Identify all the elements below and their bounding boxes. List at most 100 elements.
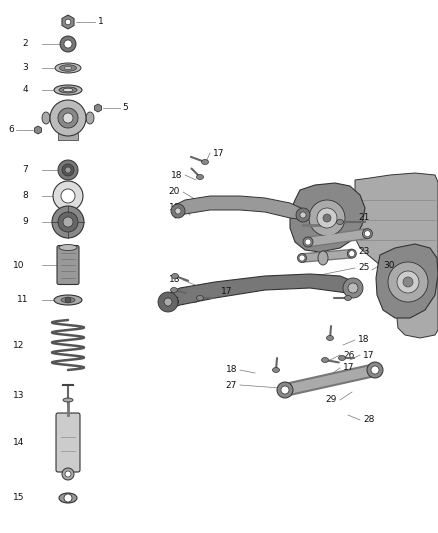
Ellipse shape [42,112,50,124]
Circle shape [347,249,356,258]
Circle shape [65,167,71,173]
Circle shape [50,100,86,136]
Text: 29: 29 [325,395,337,405]
Polygon shape [290,183,365,252]
Text: 20: 20 [169,188,180,197]
Circle shape [299,255,305,261]
Ellipse shape [54,295,82,305]
Polygon shape [35,126,42,134]
Ellipse shape [326,335,333,341]
Bar [58,132,78,140]
Circle shape [58,212,78,232]
Polygon shape [175,196,305,220]
Text: 9: 9 [22,217,28,227]
Ellipse shape [321,358,328,362]
Circle shape [371,366,379,374]
Ellipse shape [339,356,346,360]
Text: 18: 18 [358,335,370,344]
Circle shape [58,160,78,180]
Ellipse shape [59,493,77,503]
Circle shape [62,164,74,176]
Circle shape [164,298,172,306]
Circle shape [175,208,181,214]
Text: 3: 3 [22,63,28,72]
Text: 5: 5 [122,103,128,112]
Ellipse shape [318,251,328,265]
Circle shape [317,208,337,228]
Ellipse shape [61,297,75,303]
Ellipse shape [55,63,81,73]
Circle shape [362,229,372,239]
Circle shape [158,292,178,312]
Text: 27: 27 [226,381,237,390]
Text: 17: 17 [221,287,233,296]
Ellipse shape [54,85,82,95]
Text: 19: 19 [169,204,180,213]
Circle shape [171,204,185,218]
Circle shape [58,108,78,128]
Circle shape [297,254,307,262]
Text: 23: 23 [358,247,369,256]
FancyBboxPatch shape [56,413,80,472]
Circle shape [388,262,428,302]
Ellipse shape [64,67,72,69]
Text: 4: 4 [22,85,28,94]
Circle shape [323,214,331,222]
Circle shape [303,237,313,247]
Circle shape [64,40,72,48]
Ellipse shape [272,367,279,373]
Ellipse shape [172,273,179,279]
Polygon shape [62,15,74,29]
Circle shape [281,386,289,394]
Circle shape [52,206,84,238]
Circle shape [63,217,73,227]
Circle shape [64,494,72,502]
Circle shape [65,19,71,25]
Text: 12: 12 [13,341,24,350]
Circle shape [62,468,74,480]
Text: 28: 28 [363,416,374,424]
Text: 30: 30 [383,261,395,270]
Circle shape [364,231,371,237]
Text: 6: 6 [8,125,14,134]
Ellipse shape [345,295,352,301]
Text: 11: 11 [17,295,28,304]
Ellipse shape [60,64,77,71]
Text: 1: 1 [98,18,104,27]
Circle shape [61,189,75,203]
Text: 26: 26 [343,351,354,359]
Text: 25: 25 [358,263,369,272]
Ellipse shape [197,295,204,301]
Ellipse shape [170,287,177,293]
Circle shape [305,239,311,245]
Polygon shape [376,244,438,318]
Ellipse shape [63,88,73,92]
Circle shape [65,297,71,303]
Circle shape [343,278,363,298]
Text: 13: 13 [13,391,24,400]
Ellipse shape [197,174,204,180]
Text: 8: 8 [22,191,28,200]
Text: 10: 10 [13,261,24,270]
Text: 17: 17 [363,351,374,359]
Circle shape [296,208,310,222]
Circle shape [403,277,413,287]
Text: 21: 21 [358,214,369,222]
Text: 15: 15 [13,494,24,503]
Circle shape [300,212,306,218]
Ellipse shape [86,112,94,124]
Text: 2: 2 [22,39,28,49]
Text: 16: 16 [169,297,180,306]
Circle shape [349,251,355,257]
Polygon shape [355,173,438,338]
Circle shape [65,471,71,477]
Text: 18: 18 [226,366,237,375]
Polygon shape [95,104,102,112]
Circle shape [60,36,76,52]
Ellipse shape [59,87,77,93]
Ellipse shape [201,159,208,165]
Circle shape [309,200,345,236]
Text: 18: 18 [169,276,180,285]
Text: 7: 7 [22,166,28,174]
Circle shape [397,271,419,293]
